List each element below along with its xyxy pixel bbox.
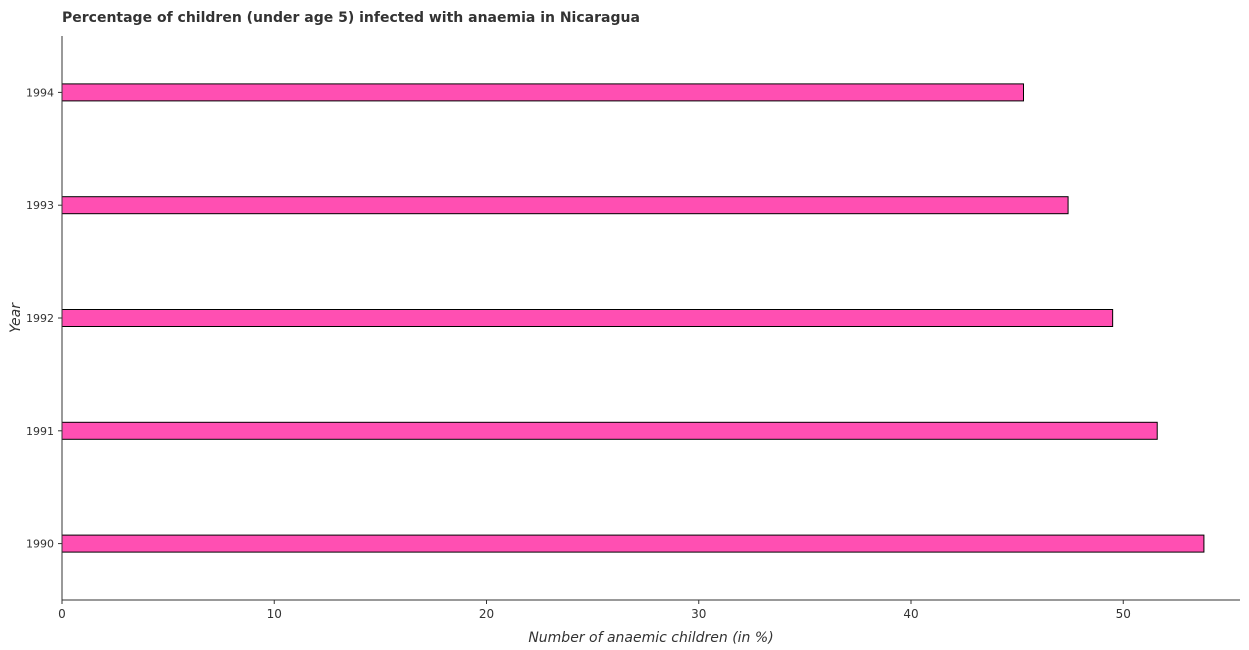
bar-1992 bbox=[61, 309, 1114, 327]
bars-layer bbox=[61, 83, 1205, 553]
x-tick-label: 10 bbox=[267, 607, 282, 621]
bar-1990 bbox=[61, 534, 1205, 553]
x-tick-label: 30 bbox=[691, 607, 706, 621]
ticks-layer: 1990 1991 1992 1993 1994 0 10 20 30 40 50 bbox=[26, 86, 1131, 621]
bar-1991 bbox=[61, 421, 1158, 440]
y-tick-label: 1990 bbox=[26, 538, 54, 551]
x-tick-label: 40 bbox=[903, 607, 918, 621]
x-tick-label: 50 bbox=[1116, 607, 1131, 621]
y-axis-title: Year bbox=[8, 302, 24, 333]
y-tick-label: 1992 bbox=[26, 312, 54, 325]
bar-1994 bbox=[61, 83, 1024, 102]
y-tick-label: 1991 bbox=[26, 425, 54, 438]
chart-title: Percentage of children (under age 5) inf… bbox=[62, 10, 640, 26]
bar-1993 bbox=[61, 196, 1069, 215]
x-tick-label: 0 bbox=[58, 607, 66, 621]
x-tick-label: 20 bbox=[479, 607, 494, 621]
y-tick-label: 1993 bbox=[26, 199, 54, 212]
y-tick-label: 1994 bbox=[26, 86, 54, 99]
x-axis-title: Number of anaemic children (in %) bbox=[528, 630, 773, 646]
